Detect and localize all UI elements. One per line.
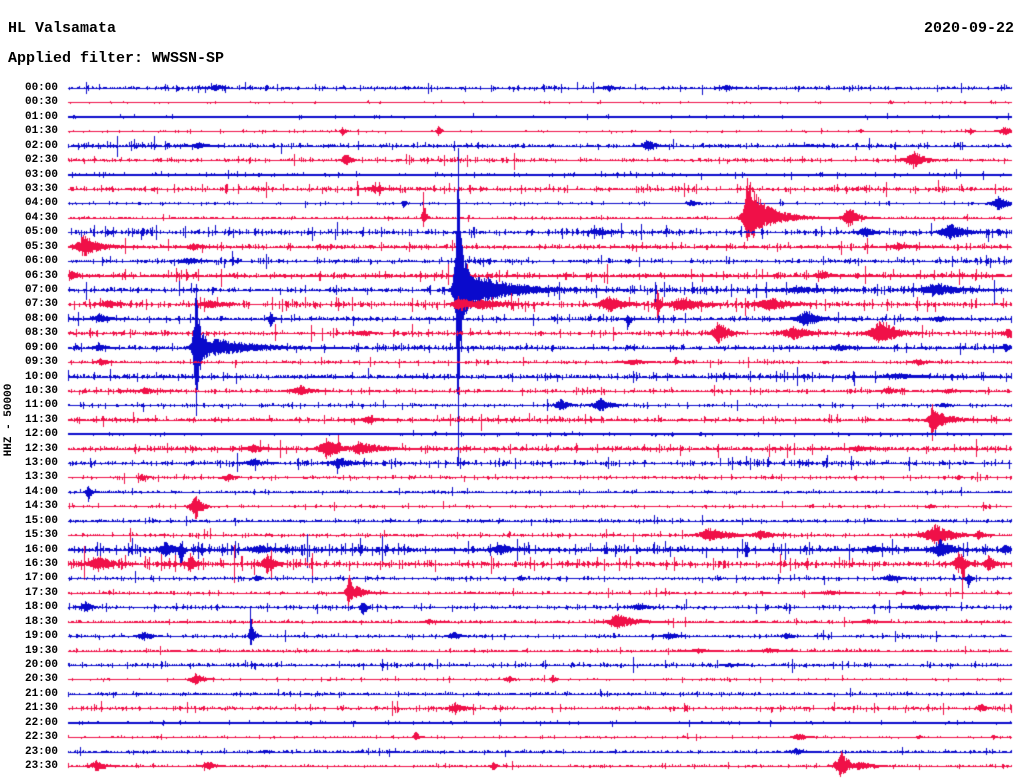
time-label: 08:00 <box>24 313 58 325</box>
time-label: 18:00 <box>24 601 58 613</box>
time-label: 15:30 <box>24 529 58 541</box>
time-label: 19:00 <box>24 630 58 642</box>
time-label: 20:30 <box>24 673 58 685</box>
time-label: 13:30 <box>24 471 58 483</box>
time-label: 23:30 <box>24 760 58 772</box>
date-label: 2020-09-22 <box>923 20 1014 37</box>
time-label: 06:00 <box>24 255 58 267</box>
time-label: 23:00 <box>24 746 58 758</box>
time-label: 04:00 <box>24 197 58 209</box>
time-label: 00:30 <box>24 96 58 108</box>
time-label: 22:00 <box>24 717 58 729</box>
time-label: 18:30 <box>24 616 58 628</box>
station-title: HL Valsamata <box>8 20 117 37</box>
time-label: 16:30 <box>24 558 58 570</box>
time-label: 05:30 <box>24 241 58 253</box>
time-label: 08:30 <box>24 327 58 339</box>
time-label: 15:00 <box>24 515 58 527</box>
time-label: 22:30 <box>24 731 58 743</box>
time-label: 12:30 <box>24 443 58 455</box>
time-label: 14:30 <box>24 500 58 512</box>
time-label: 07:00 <box>24 284 58 296</box>
time-label: 09:00 <box>24 342 58 354</box>
time-label: 10:00 <box>24 371 58 383</box>
time-label: 01:30 <box>24 125 58 137</box>
time-label: 16:00 <box>24 544 58 556</box>
time-label: 14:00 <box>24 486 58 498</box>
time-label: 13:00 <box>24 457 58 469</box>
time-label: 17:00 <box>24 572 58 584</box>
time-label: 21:30 <box>24 702 58 714</box>
time-label: 11:00 <box>24 399 58 411</box>
time-label: 05:00 <box>24 226 58 238</box>
time-label: 09:30 <box>24 356 58 368</box>
time-label: 03:00 <box>24 169 58 181</box>
time-label: 10:30 <box>24 385 58 397</box>
time-label: 17:30 <box>24 587 58 599</box>
time-label: 02:30 <box>24 154 58 166</box>
time-label: 12:00 <box>24 428 58 440</box>
time-label: 21:00 <box>24 688 58 700</box>
time-label: 06:30 <box>24 270 58 282</box>
time-label: 19:30 <box>24 645 58 657</box>
time-label: 04:30 <box>24 212 58 224</box>
time-label: 03:30 <box>24 183 58 195</box>
time-label: 02:00 <box>24 140 58 152</box>
time-label: 20:00 <box>24 659 58 671</box>
time-label: 07:30 <box>24 298 58 310</box>
filter-label: Applied filter: WWSSN-SP <box>8 50 225 67</box>
time-label: 01:00 <box>24 111 58 123</box>
time-label: 11:30 <box>24 414 58 426</box>
time-label: 00:00 <box>24 82 58 94</box>
